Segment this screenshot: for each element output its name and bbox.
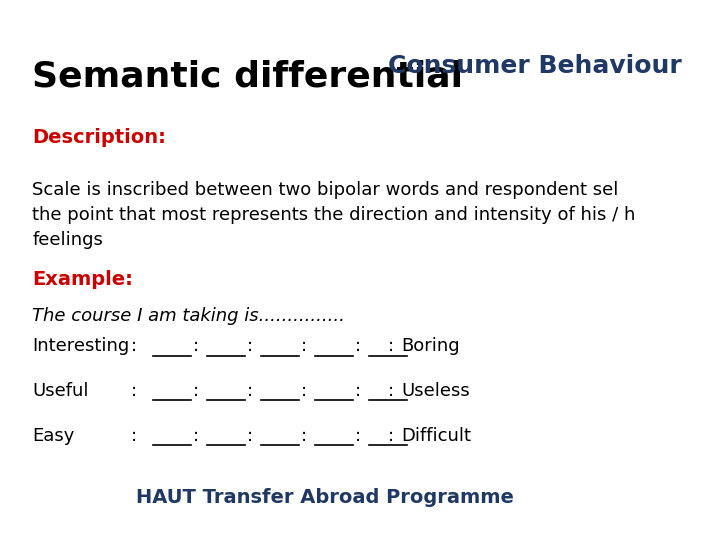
Text: :: : — [355, 338, 361, 355]
Text: :: : — [388, 382, 395, 400]
Text: :: : — [193, 382, 199, 400]
Text: Example:: Example: — [32, 270, 133, 289]
Text: Easy: Easy — [32, 427, 75, 445]
Text: :: : — [193, 427, 199, 445]
Text: Interesting: Interesting — [32, 338, 130, 355]
Text: Boring: Boring — [401, 338, 459, 355]
Text: :: : — [131, 382, 137, 400]
Text: :: : — [355, 427, 361, 445]
Text: Scale is inscribed between two bipolar words and respondent sel
the point that m: Scale is inscribed between two bipolar w… — [32, 180, 636, 248]
Text: :: : — [301, 427, 307, 445]
Text: Description:: Description: — [32, 128, 166, 147]
Text: :: : — [131, 427, 137, 445]
Text: Useful: Useful — [32, 382, 89, 400]
Text: Useless: Useless — [401, 382, 469, 400]
Text: :: : — [247, 427, 253, 445]
Text: :: : — [355, 382, 361, 400]
Text: HAUT Transfer Abroad Programme: HAUT Transfer Abroad Programme — [136, 488, 513, 507]
Text: Difficult: Difficult — [401, 427, 471, 445]
Text: :: : — [301, 338, 307, 355]
Text: :: : — [247, 338, 253, 355]
Text: Consumer Behaviour: Consumer Behaviour — [388, 55, 682, 78]
Text: :: : — [388, 427, 395, 445]
Text: :: : — [131, 338, 137, 355]
Text: :: : — [193, 338, 199, 355]
Text: Semantic differential: Semantic differential — [32, 59, 464, 93]
Text: :: : — [247, 382, 253, 400]
Text: :: : — [388, 338, 395, 355]
Text: The course I am taking is...............: The course I am taking is............... — [32, 307, 346, 325]
Text: :: : — [301, 382, 307, 400]
